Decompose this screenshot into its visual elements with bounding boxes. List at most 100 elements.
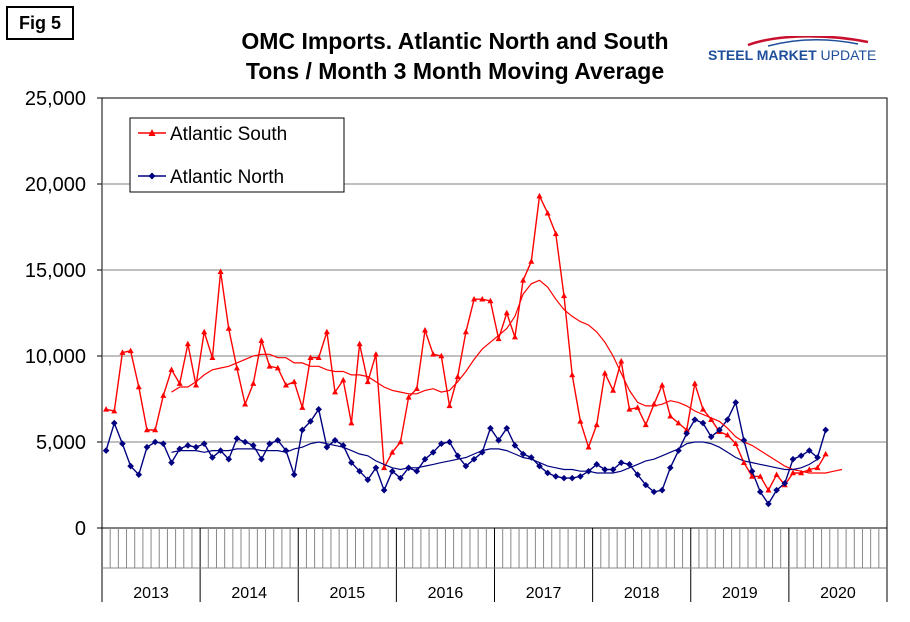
data-point-atlantic-north [487, 424, 494, 432]
data-point-atlantic-north [503, 424, 511, 432]
data-point-atlantic-north [634, 471, 641, 478]
data-point-atlantic-north [560, 474, 568, 482]
data-point-atlantic-south [176, 380, 183, 386]
data-point-atlantic-south [520, 277, 527, 283]
data-point-atlantic-south [348, 419, 355, 426]
data-point-atlantic-south [536, 192, 543, 199]
x-year-label: 2015 [330, 585, 366, 602]
data-point-atlantic-north [217, 447, 224, 454]
data-point-atlantic-north [160, 440, 167, 448]
data-point-atlantic-north [274, 436, 282, 444]
data-point-atlantic-south [749, 473, 756, 479]
y-axis: 0 5,000 10,000 15,000 20,000 25,000 [25, 88, 102, 540]
data-point-atlantic-north [331, 436, 339, 444]
data-point-atlantic-south [765, 486, 772, 493]
data-point-atlantic-south [798, 469, 805, 476]
data-point-atlantic-north [544, 469, 551, 477]
data-point-atlantic-north [724, 416, 731, 423]
data-point-atlantic-south [503, 309, 510, 316]
data-point-atlantic-south [168, 366, 175, 373]
data-point-atlantic-north [380, 486, 388, 494]
x-year-label: 2017 [526, 585, 562, 602]
data-point-atlantic-south [258, 337, 265, 343]
data-point-atlantic-north [421, 455, 429, 463]
data-point-atlantic-south [691, 380, 698, 386]
data-point-atlantic-south [667, 413, 674, 419]
data-point-atlantic-north [413, 467, 421, 475]
data-point-atlantic-north [683, 430, 690, 437]
data-point-atlantic-north [315, 406, 322, 413]
data-point-atlantic-north [495, 436, 502, 444]
data-point-atlantic-north [364, 476, 372, 484]
data-point-atlantic-north [176, 445, 183, 453]
data-point-atlantic-south [143, 426, 150, 433]
data-point-atlantic-north [184, 442, 192, 449]
data-point-atlantic-north [258, 455, 265, 463]
data-point-atlantic-south [626, 406, 633, 412]
x-year-label: 2020 [820, 585, 856, 602]
data-point-atlantic-south [634, 404, 641, 410]
data-point-atlantic-south [528, 258, 535, 264]
data-point-atlantic-south [152, 426, 159, 433]
x-year-label: 2018 [624, 585, 660, 602]
data-point-atlantic-north [814, 454, 821, 461]
data-point-atlantic-south [552, 230, 559, 237]
data-point-atlantic-north [797, 452, 805, 460]
data-point-atlantic-south [650, 400, 657, 407]
data-point-atlantic-north [765, 500, 772, 508]
data-point-atlantic-south [291, 378, 298, 385]
data-point-atlantic-south [814, 464, 821, 471]
data-point-atlantic-south [561, 292, 568, 299]
legend: Atlantic South Atlantic North [129, 117, 345, 193]
x-axis: 2013 2014 2015 2016 2017 2018 2019 2020 [101, 528, 888, 602]
steel-market-update-logo: STEEL MARKET UPDATE [708, 36, 876, 63]
data-point-atlantic-south [740, 459, 747, 465]
data-point-atlantic-north [241, 438, 249, 446]
y-tick-label: 25,000 [25, 88, 86, 110]
data-point-atlantic-north [405, 464, 412, 472]
data-point-atlantic-south [127, 347, 134, 354]
data-point-atlantic-south [135, 383, 142, 390]
data-point-atlantic-north [225, 455, 233, 463]
data-point-atlantic-south [700, 406, 707, 412]
data-point-atlantic-south [495, 335, 502, 342]
x-year-label: 2013 [133, 585, 169, 602]
data-point-atlantic-north [707, 433, 715, 441]
data-point-atlantic-north [388, 467, 396, 475]
legend-triangle-icon [148, 129, 156, 136]
data-point-atlantic-north [822, 426, 829, 434]
data-point-atlantic-north [617, 459, 625, 466]
legend-box [129, 117, 345, 193]
data-point-atlantic-north [511, 442, 519, 449]
data-point-atlantic-north [151, 438, 159, 446]
data-point-atlantic-south [111, 407, 118, 414]
data-point-atlantic-north [601, 466, 609, 473]
data-point-atlantic-north [609, 466, 617, 473]
data-point-atlantic-south [119, 349, 126, 355]
y-tick-label: 10,000 [25, 346, 86, 368]
data-point-atlantic-north [266, 440, 273, 448]
data-point-atlantic-south [266, 363, 273, 369]
data-point-atlantic-south [675, 419, 682, 426]
data-point-atlantic-north [233, 435, 241, 442]
data-point-atlantic-south [487, 297, 494, 304]
data-point-atlantic-south [659, 382, 666, 388]
data-point-atlantic-south [618, 357, 625, 364]
data-point-atlantic-north [568, 474, 576, 482]
data-point-atlantic-south [430, 351, 437, 357]
data-point-atlantic-north [699, 419, 707, 427]
data-point-atlantic-south [511, 333, 518, 340]
data-point-atlantic-south [201, 328, 208, 335]
data-point-atlantic-north [478, 449, 486, 456]
data-point-atlantic-north [127, 462, 134, 470]
data-point-atlantic-south [577, 418, 584, 424]
data-point-atlantic-south [806, 466, 813, 472]
data-point-atlantic-south [601, 370, 608, 376]
data-point-atlantic-north [209, 454, 216, 461]
data-point-atlantic-south [282, 382, 289, 388]
data-point-atlantic-south [364, 378, 371, 385]
data-point-atlantic-south [454, 373, 461, 379]
data-point-atlantic-north [773, 486, 780, 494]
data-point-atlantic-south [708, 416, 715, 422]
data-point-atlantic-south [315, 354, 322, 361]
